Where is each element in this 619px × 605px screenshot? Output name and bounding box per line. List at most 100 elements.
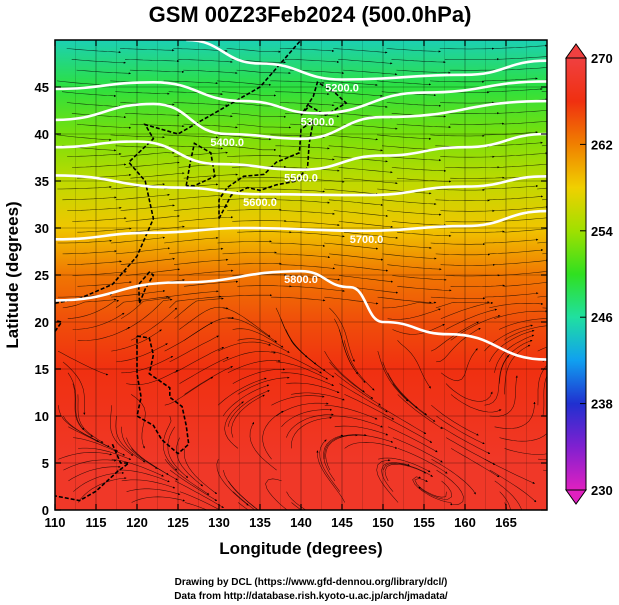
wind-streamline: [222, 384, 270, 417]
wind-streamline: [62, 250, 117, 255]
wind-streamline: [489, 469, 537, 503]
wind-streamline: [381, 145, 437, 151]
wind-streamline: [483, 131, 538, 136]
wind-streamline: [290, 123, 345, 129]
wind-streamline: [115, 415, 146, 463]
wind-streamline: [333, 48, 388, 54]
wind-streamline: [57, 405, 99, 442]
wind-streamline: [276, 402, 329, 417]
wind-streamline: [499, 433, 547, 442]
wind-streamline: [72, 270, 127, 276]
wind-streamline: [179, 306, 229, 330]
wind-streamline: [503, 282, 547, 287]
wind-streamline: [77, 281, 132, 287]
wind-streamline: [377, 351, 409, 402]
wind-streamline: [504, 448, 547, 455]
x-tick-label: 115: [86, 515, 107, 530]
height-contour-label: 5400.0: [210, 137, 244, 149]
coastline: [218, 119, 315, 219]
wind-streamline: [120, 151, 175, 157]
y-tick-label: 25: [35, 268, 49, 283]
wind-streamline: [164, 236, 219, 244]
wind-streamline: [275, 199, 330, 204]
wind-streamline: [280, 102, 335, 107]
wind-streamline: [323, 434, 344, 482]
wind-streamline: [382, 415, 433, 443]
wind-streamline: [183, 173, 238, 179]
wind-streamline: [387, 264, 442, 271]
wind-streamline: [167, 426, 189, 478]
wind-streamline: [164, 459, 210, 495]
wind-streamline: [548, 369, 561, 427]
wind-streamline: [382, 463, 433, 477]
wind-streamline: [430, 134, 485, 137]
wind-streamline: [488, 195, 544, 201]
height-contour-label: 5700.0: [350, 234, 384, 246]
wind-streamline: [445, 220, 500, 223]
wind-streamline: [72, 312, 125, 330]
wind-streamline: [440, 263, 496, 266]
wind-streamline: [338, 59, 393, 65]
wind-streamline: [397, 394, 443, 430]
x-tick-label: 150: [372, 515, 394, 530]
wind-streamline: [324, 242, 379, 250]
wind-streamline: [183, 123, 238, 129]
wind-streamline: [62, 361, 86, 415]
wind-streamline: [285, 221, 340, 227]
wind-streamlines: [56, 44, 561, 510]
coastline: [136, 335, 190, 455]
wind-streamline: [324, 434, 367, 460]
wind-streamline: [280, 210, 335, 215]
wind-streamline: [387, 210, 442, 216]
wind-streamline: [376, 459, 399, 503]
wind-streamline: [77, 394, 104, 443]
colorbar-tick-label: 230: [591, 483, 613, 498]
wind-streamline: [430, 296, 486, 300]
y-tick-label: 45: [35, 80, 49, 95]
wind-streamline: [179, 269, 234, 276]
wind-streamline: [488, 87, 543, 92]
wind-streamline: [164, 290, 219, 298]
wind-streamline: [275, 253, 331, 259]
coastline: [55, 443, 132, 502]
wind-streamline: [494, 401, 536, 429]
wind-streamline: [382, 253, 437, 260]
wind-streamline: [488, 141, 543, 147]
colorbar-tick-label: 246: [591, 310, 613, 325]
x-tick-label: 135: [249, 515, 271, 530]
wind-streamline: [121, 426, 158, 469]
wind-streamline: [119, 48, 175, 52]
coastlines: [55, 40, 348, 502]
colorbar-tick-label: 262: [591, 137, 613, 152]
wind-streamline: [290, 231, 345, 238]
wind-streamline: [503, 228, 547, 233]
wind-streamline: [115, 145, 170, 150]
wind-streamline: [446, 437, 496, 465]
colorbar-tick-label: 270: [591, 51, 613, 66]
wind-streamline: [291, 416, 332, 449]
wind-streamline: [483, 184, 539, 190]
wind-streamline: [386, 48, 441, 53]
wind-streamline: [270, 80, 325, 84]
wind-streamline: [489, 329, 535, 363]
colorbar-gradient: [565, 57, 587, 491]
wind-streamline: [435, 199, 490, 202]
wind-streamline: [397, 231, 452, 237]
y-tick-label: 40: [35, 127, 49, 142]
wind-streamline: [163, 80, 218, 85]
wind-streamline: [498, 271, 547, 276]
wind-streamline: [498, 163, 547, 168]
wind-streamline: [323, 80, 378, 87]
wind-streamline: [440, 301, 494, 319]
wind-streamline: [286, 491, 307, 510]
wind-streamline: [232, 368, 286, 384]
wind-streamline: [178, 59, 233, 63]
height-contour: [55, 174, 547, 197]
wind-streamline: [392, 383, 436, 422]
wind-streamline: [126, 488, 181, 495]
wind-streamline: [77, 227, 132, 233]
wind-streamline: [67, 299, 120, 319]
wind-streamline: [338, 167, 393, 174]
wind-streamline: [537, 364, 547, 406]
